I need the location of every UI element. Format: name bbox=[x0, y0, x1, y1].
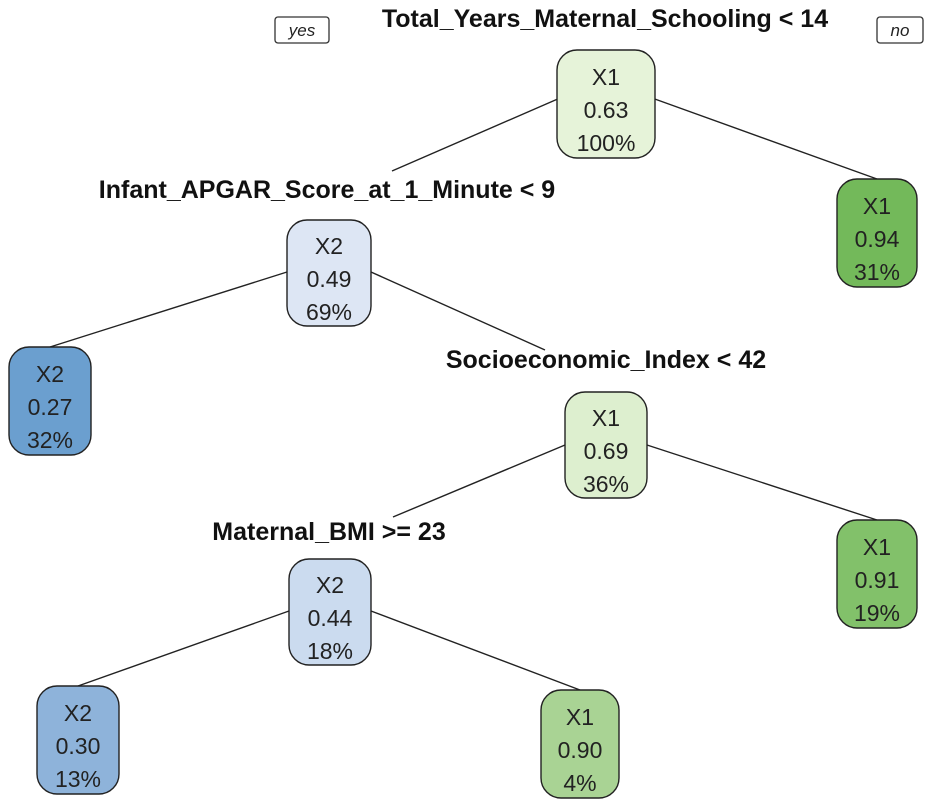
node-box bbox=[836, 519, 918, 629]
node-class-label: X2 bbox=[315, 233, 343, 259]
tree-node-leaf3: X1 0.94 31% bbox=[836, 178, 918, 288]
split-label-s1: Total_Years_Maternal_Schooling < 14 bbox=[382, 5, 828, 33]
node-value: 0.94 bbox=[855, 226, 900, 252]
edge-n2-n5 bbox=[370, 271, 546, 351]
node-class-label: X1 bbox=[566, 704, 594, 730]
split-label-s3: Socioeconomic_Index < 42 bbox=[446, 346, 766, 374]
node-box bbox=[836, 178, 918, 288]
edge-n2-leaf4 bbox=[49, 271, 288, 348]
node-class-label: X1 bbox=[592, 405, 620, 431]
edge-root-n2 bbox=[391, 97, 561, 172]
node-class-label: X2 bbox=[64, 700, 92, 726]
node-box bbox=[36, 685, 120, 795]
node-box bbox=[540, 689, 620, 799]
split-label-s4: Maternal_BMI >= 23 bbox=[212, 518, 445, 546]
tree-node-root: X1 0.63 100% bbox=[556, 49, 656, 159]
node-box bbox=[288, 558, 372, 666]
edge-n8-leaf10 bbox=[77, 610, 290, 687]
split-label-s2: Infant_APGAR_Score_at_1_Minute < 9 bbox=[99, 176, 555, 204]
tree-node-n8: X2 0.44 18% bbox=[288, 558, 372, 666]
edge-root-leaf3 bbox=[651, 97, 878, 180]
node-percent: 13% bbox=[55, 766, 101, 792]
tree-node-leaf4: X2 0.27 32% bbox=[8, 346, 92, 456]
tree-node-n5: X1 0.69 36% bbox=[564, 391, 648, 499]
no-branch-label: no bbox=[876, 16, 924, 44]
node-class-label: X2 bbox=[36, 361, 64, 387]
node-percent: 36% bbox=[583, 471, 629, 497]
node-value: 0.49 bbox=[307, 266, 352, 292]
no-text: no bbox=[891, 21, 910, 40]
node-percent: 32% bbox=[27, 427, 73, 453]
tree-node-leaf10: X2 0.30 13% bbox=[36, 685, 120, 795]
edge-n5-n8 bbox=[392, 444, 566, 518]
node-value: 0.27 bbox=[28, 394, 73, 420]
node-value: 0.44 bbox=[308, 605, 353, 631]
yes-text: yes bbox=[288, 21, 316, 40]
node-value: 0.30 bbox=[56, 733, 101, 759]
node-value: 0.69 bbox=[584, 438, 629, 464]
node-box bbox=[8, 346, 92, 456]
tree-node-leaf11: X1 0.90 4% bbox=[540, 689, 620, 799]
node-percent: 4% bbox=[563, 770, 596, 796]
node-percent: 100% bbox=[577, 130, 636, 156]
node-value: 0.90 bbox=[558, 737, 603, 763]
tree-edges bbox=[49, 97, 878, 691]
node-class-label: X2 bbox=[316, 572, 344, 598]
node-class-label: X1 bbox=[863, 193, 891, 219]
node-box bbox=[286, 219, 372, 327]
edge-n8-leaf11 bbox=[370, 610, 581, 691]
node-value: 0.91 bbox=[855, 567, 900, 593]
node-class-label: X1 bbox=[863, 534, 891, 560]
node-class-label: X1 bbox=[592, 64, 620, 90]
node-percent: 18% bbox=[307, 638, 353, 664]
node-box bbox=[556, 49, 656, 159]
yes-branch-label: yes bbox=[274, 16, 330, 44]
tree-node-n2: X2 0.49 69% bbox=[286, 219, 372, 327]
node-value: 0.63 bbox=[584, 97, 629, 123]
node-box bbox=[564, 391, 648, 499]
node-percent: 69% bbox=[306, 299, 352, 325]
tree-node-leaf9: X1 0.91 19% bbox=[836, 519, 918, 629]
tree-nodes: X1 0.63 100% X2 0.49 69% X1 0.94 31% X2 0.27 32% X1 0… bbox=[8, 49, 918, 799]
node-percent: 31% bbox=[854, 259, 900, 285]
edge-n5-leaf9 bbox=[646, 444, 878, 521]
node-percent: 19% bbox=[854, 600, 900, 626]
